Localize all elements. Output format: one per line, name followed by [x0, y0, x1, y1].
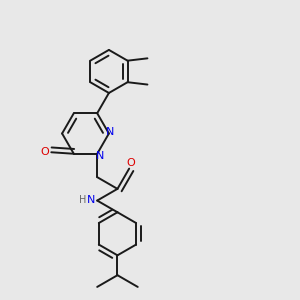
Text: H: H [79, 195, 86, 205]
Text: N: N [106, 127, 115, 137]
Text: N: N [95, 151, 104, 161]
Text: N: N [86, 195, 95, 205]
Text: O: O [126, 158, 135, 168]
Text: O: O [40, 147, 49, 157]
